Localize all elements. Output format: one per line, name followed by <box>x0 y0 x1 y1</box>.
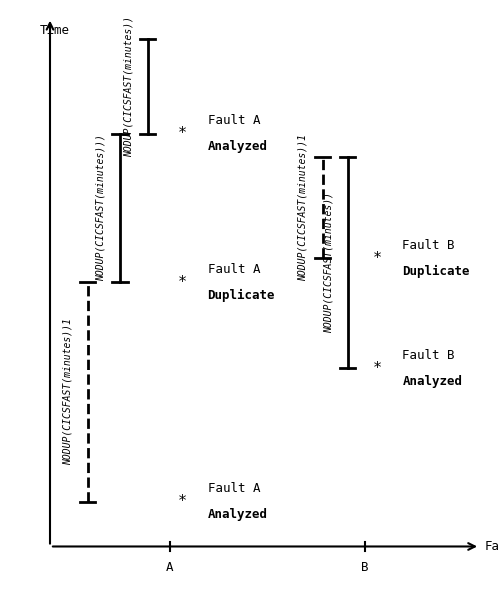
Text: NODUP(CICSFAST(minutes))1: NODUP(CICSFAST(minutes))1 <box>298 134 308 282</box>
Text: Analyzed: Analyzed <box>208 508 268 522</box>
Text: Fault B: Fault B <box>402 349 455 362</box>
Text: Analyzed: Analyzed <box>208 140 268 153</box>
Text: *: * <box>178 494 186 510</box>
Text: NODUP(CICSFAST(minutes))): NODUP(CICSFAST(minutes))) <box>96 134 106 282</box>
Text: NODUP(CICSFAST(minutes)): NODUP(CICSFAST(minutes)) <box>124 15 134 157</box>
Text: NODUP(CICSFAST(minutes)): NODUP(CICSFAST(minutes)) <box>324 192 334 333</box>
Text: *: * <box>372 361 382 376</box>
Text: Duplicate: Duplicate <box>402 265 470 278</box>
Text: Time: Time <box>40 24 70 37</box>
Text: *: * <box>372 251 382 266</box>
Text: NODUP(CICSFAST(minutes))1: NODUP(CICSFAST(minutes))1 <box>62 318 72 466</box>
Text: Fault A: Fault A <box>208 114 260 127</box>
Text: Analyzed: Analyzed <box>402 375 462 388</box>
Text: B: B <box>361 561 369 574</box>
Text: Fault A: Fault A <box>208 482 260 495</box>
Text: Fault A: Fault A <box>208 263 260 276</box>
Text: Duplicate: Duplicate <box>208 289 275 302</box>
Text: Faults: Faults <box>485 540 500 553</box>
Text: A: A <box>166 561 174 574</box>
Text: *: * <box>178 274 186 290</box>
Text: Fault B: Fault B <box>402 239 455 252</box>
Text: *: * <box>178 126 186 141</box>
